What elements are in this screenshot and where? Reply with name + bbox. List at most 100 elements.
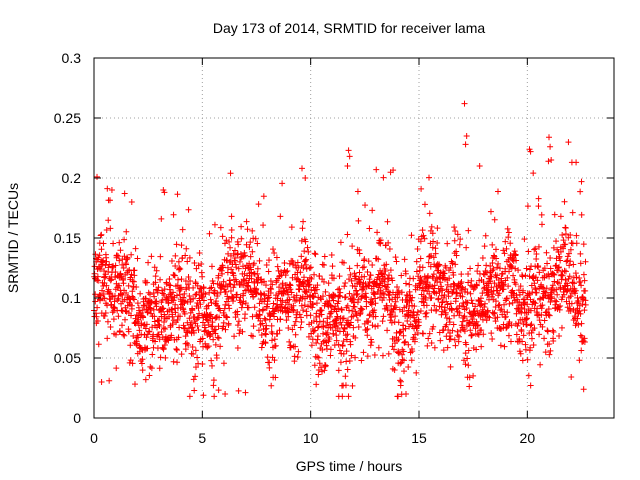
data-point: [118, 290, 125, 297]
data-point: [287, 282, 294, 289]
data-point: [464, 355, 471, 362]
data-point: [210, 377, 217, 384]
data-point: [199, 361, 206, 368]
data-point: [255, 201, 262, 208]
data-point: [483, 317, 490, 324]
data-point: [504, 225, 511, 232]
data-point: [210, 336, 217, 343]
data-point: [553, 298, 560, 305]
data-point: [397, 360, 404, 367]
data-point: [329, 263, 336, 270]
data-point: [277, 316, 284, 323]
data-point: [238, 223, 245, 230]
data-point: [465, 279, 472, 286]
data-point: [142, 376, 149, 383]
data-point: [234, 308, 241, 315]
data-point: [131, 267, 138, 274]
data-point: [417, 255, 424, 262]
data-point: [467, 265, 474, 272]
data-point: [424, 275, 431, 282]
data-point: [340, 338, 347, 345]
data-point: [199, 335, 206, 342]
data-point: [388, 314, 395, 321]
data-point: [258, 291, 265, 298]
data-point: [281, 259, 288, 266]
data-point: [311, 327, 318, 334]
data-point: [450, 272, 457, 279]
data-point: [136, 327, 143, 334]
data-point: [112, 268, 119, 275]
data-point: [489, 260, 496, 267]
data-point: [437, 337, 444, 344]
data-point: [302, 289, 309, 296]
data-point: [316, 318, 323, 325]
data-point: [521, 236, 528, 243]
data-point: [360, 349, 367, 356]
data-point: [385, 292, 392, 299]
data-point: [254, 240, 261, 247]
data-point: [578, 282, 585, 289]
data-point: [298, 318, 305, 325]
data-point: [162, 354, 169, 361]
data-point: [501, 343, 508, 350]
data-point: [356, 250, 363, 257]
data-point: [379, 352, 386, 359]
data-point: [286, 296, 293, 303]
data-point: [333, 332, 340, 339]
data-point: [336, 285, 343, 292]
data-point: [192, 364, 199, 371]
data-point: [172, 252, 179, 259]
data-point: [273, 254, 280, 261]
data-point: [468, 277, 475, 284]
data-point: [228, 227, 235, 234]
data-point: [461, 313, 468, 320]
data-point: [187, 309, 194, 316]
data-point: [395, 350, 402, 357]
data-point: [355, 217, 362, 224]
data-point: [465, 362, 472, 369]
data-point: [325, 280, 332, 287]
data-point: [206, 333, 213, 340]
y-tick-label: 0: [73, 410, 81, 426]
data-point: [228, 213, 235, 220]
data-point: [447, 300, 454, 307]
data-point: [399, 308, 406, 315]
data-point: [392, 304, 399, 311]
data-point: [572, 287, 579, 294]
data-point: [435, 262, 442, 269]
data-point: [426, 174, 433, 181]
data-point: [231, 333, 238, 340]
data-point: [291, 322, 298, 329]
data-point: [243, 218, 250, 225]
data-point: [207, 332, 214, 339]
data-point: [350, 324, 357, 331]
data-point: [169, 321, 176, 328]
data-point: [266, 294, 273, 301]
data-point: [506, 318, 513, 325]
data-point: [420, 330, 427, 337]
data-point: [182, 333, 189, 340]
data-point: [155, 321, 162, 328]
data-point: [364, 325, 371, 332]
data-point: [357, 279, 364, 286]
x-tick-label: 0: [90, 430, 98, 446]
data-point: [350, 296, 357, 303]
data-point: [274, 263, 281, 270]
data-point: [133, 341, 140, 348]
data-point: [233, 291, 240, 298]
data-point: [119, 291, 126, 298]
data-point: [411, 338, 418, 345]
data-point: [146, 372, 153, 379]
data-point: [402, 325, 409, 332]
data-point: [508, 264, 515, 271]
data-point: [539, 284, 546, 291]
data-point: [130, 278, 137, 285]
data-point: [249, 248, 256, 255]
data-point: [207, 311, 214, 318]
data-point: [367, 336, 374, 343]
data-point: [104, 185, 111, 192]
data-point: [354, 188, 361, 195]
data-point: [522, 341, 529, 348]
data-point: [269, 281, 276, 288]
data-point: [299, 225, 306, 232]
